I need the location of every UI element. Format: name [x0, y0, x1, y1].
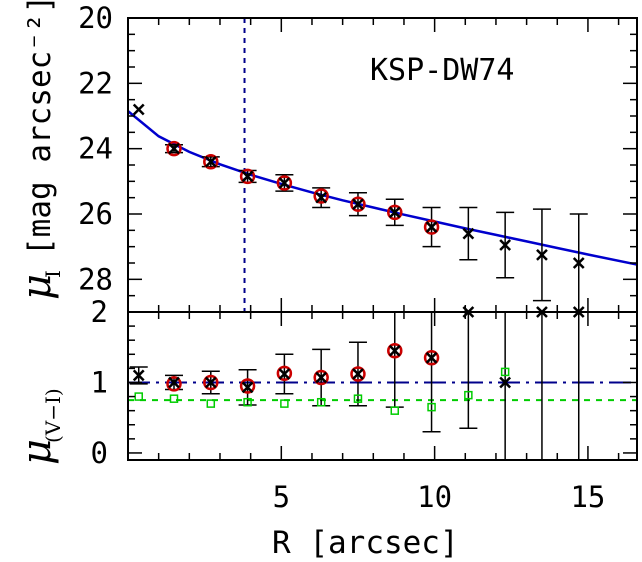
bottom-red-circle	[166, 376, 182, 392]
top-y-label-symbol: μ	[14, 274, 60, 300]
fit-curve	[127, 110, 638, 266]
x-tick-label: 5	[273, 480, 290, 514]
bottom-green-square	[353, 394, 363, 403]
bottom-red-circle	[313, 369, 329, 386]
top-cross-marker	[572, 257, 585, 269]
top-red-circle	[423, 219, 440, 235]
bottom-green-square	[390, 406, 400, 415]
bottom-green-square	[280, 399, 289, 408]
top-cross-marker	[241, 170, 254, 183]
bottom-cross-marker	[425, 351, 438, 364]
x-tick-label: 15	[570, 480, 605, 514]
bottom-green-square	[169, 394, 179, 403]
bottom-red-circle	[423, 350, 440, 366]
top-cross-marker	[278, 177, 291, 189]
object-name: KSP-DW74	[370, 53, 515, 88]
top-red-circle	[387, 204, 403, 221]
top-y-label-subscript: I	[41, 270, 65, 278]
top-y-tick-label: 28	[78, 262, 113, 296]
x-tick-label: 10	[417, 480, 452, 514]
bottom-y-tick-label: 1	[91, 365, 108, 399]
bottom-cross-marker	[352, 368, 364, 380]
bottom-cross-marker	[388, 344, 401, 357]
bottom-errorbar	[459, 312, 478, 430]
top-cross-marker	[168, 142, 180, 155]
top-cross-marker	[388, 206, 401, 219]
top-cross-marker	[352, 198, 364, 211]
bottom-errorbar	[422, 312, 441, 433]
top-y-tick-label: 22	[78, 66, 113, 100]
bottom-green-square	[134, 392, 143, 401]
bottom-cross-marker	[315, 371, 328, 384]
top-y-tick-label: 20	[78, 1, 113, 35]
top-red-circle	[239, 168, 256, 185]
top-cross-marker	[536, 248, 548, 261]
top-red-circle	[166, 140, 182, 157]
top-cross-marker	[425, 221, 438, 233]
bottom-y-tick-label: 0	[91, 436, 108, 470]
bottom-y-axis-label: μ(V−I)	[14, 388, 65, 465]
top-cross-marker	[462, 227, 475, 240]
x-axis-label: R [arcsec]	[272, 525, 459, 561]
bottom-y-label-subscript: (V−I)	[41, 388, 65, 443]
top-y-tick-label: 26	[78, 197, 113, 231]
bottom-cross-marker	[204, 376, 217, 389]
top-red-circle	[313, 188, 329, 204]
bottom-cross-marker	[168, 376, 180, 389]
bottom-cross-marker	[132, 369, 145, 382]
bottom-green-square	[500, 367, 510, 377]
top-y-axis-label: μI [mag arcsec⁻²]	[14, 0, 65, 300]
top-red-circle	[350, 196, 366, 212]
bottom-red-circle	[387, 343, 403, 359]
bottom-green-square	[243, 397, 252, 407]
bottom-panel-frame	[127, 311, 638, 461]
bottom-red-circle	[350, 366, 366, 382]
top-red-circle	[203, 153, 219, 170]
bottom-green-square	[316, 397, 326, 407]
bottom-green-square	[206, 399, 216, 408]
bottom-y-label-symbol: μ	[14, 439, 60, 465]
top-cross-marker	[315, 191, 328, 204]
bottom-green-square	[427, 402, 436, 412]
top-cross-marker	[499, 239, 512, 251]
top-cross-marker	[204, 155, 217, 168]
top-y-tick-label: 24	[78, 132, 113, 166]
bottom-cross-marker	[278, 368, 291, 380]
bottom-cross-marker	[499, 376, 512, 389]
bottom-cross-marker	[241, 381, 254, 394]
bottom-red-circle	[239, 378, 256, 394]
bottom-red-circle	[203, 374, 219, 391]
top-red-circle	[276, 175, 293, 191]
bottom-red-circle	[276, 365, 293, 382]
bottom-y-tick-label: 2	[91, 295, 108, 329]
top-y-label-unit: [mag arcsec⁻²]	[22, 0, 58, 256]
bottom-green-square	[464, 390, 473, 400]
bottom-errorbar	[385, 312, 404, 408]
top-cross-marker	[132, 103, 145, 116]
